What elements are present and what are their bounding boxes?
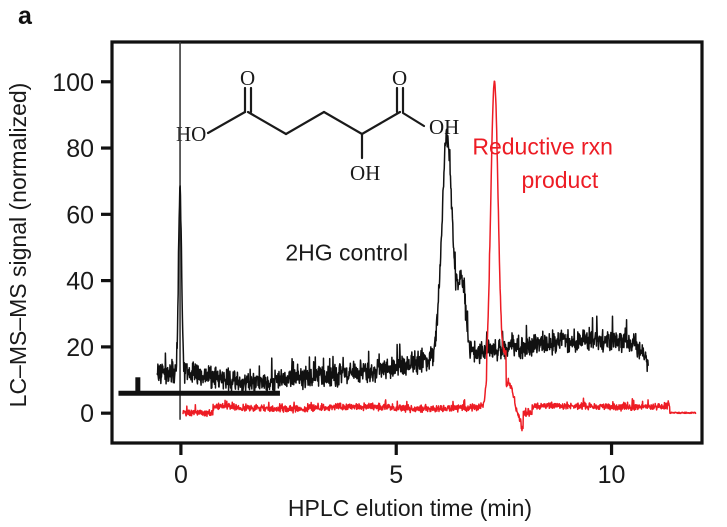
atom-label-o-left: O xyxy=(240,66,255,90)
y-axis-tick-label: 100 xyxy=(52,69,94,97)
x-axis-tick-label: 0 xyxy=(174,461,188,489)
series-annotation-label: Reductive rxn xyxy=(472,134,613,160)
axes xyxy=(110,40,704,445)
y-axis-tick-label: 0 xyxy=(80,400,94,428)
panel-label: a xyxy=(18,2,32,30)
atom-label-ho: HO xyxy=(176,122,206,146)
trace-2hg-control xyxy=(156,128,649,395)
y-axis-tick-label: 40 xyxy=(66,268,94,296)
x-axis-title: HPLC elution time (min) xyxy=(288,495,532,521)
chemical-structure-2hg: HO O O OH OH xyxy=(176,66,459,185)
trace-reductive-rxn-product xyxy=(182,80,697,432)
series-annotation-label: 2HG control xyxy=(285,240,408,266)
y-axis-tick-label: 60 xyxy=(66,201,94,229)
plot-frame xyxy=(110,40,704,445)
y-axis-ticks: 0 20 40 60 80 100 xyxy=(52,69,112,428)
x-axis-tick-label: 5 xyxy=(389,461,403,489)
y-axis-tick-label: 80 xyxy=(66,135,94,163)
y-axis-tick-label: 20 xyxy=(66,334,94,362)
data-traces xyxy=(156,80,697,432)
bond-c3-c4 xyxy=(322,110,364,136)
atom-label-o-right: O xyxy=(392,66,407,90)
scale-bar xyxy=(118,377,280,396)
x-axis-ticks: 0 5 10 xyxy=(174,443,626,489)
atom-label-oh-right: OH xyxy=(429,115,459,139)
bond-c4-c5 xyxy=(360,110,402,136)
x-axis-tick-label: 10 xyxy=(598,461,626,489)
bond-c5-oh xyxy=(401,111,426,128)
atom-label-oh-center: OH xyxy=(350,161,380,185)
bond-c2-c3 xyxy=(284,110,326,136)
series-annotation-label: product xyxy=(522,167,599,193)
bond-c1-c2 xyxy=(246,110,288,136)
bond-ho-c1 xyxy=(206,110,247,135)
series-annotations: 2HG control Reductive rxn product xyxy=(285,134,613,266)
y-axis-title: LC–MS–MS signal (normalized) xyxy=(5,83,31,408)
